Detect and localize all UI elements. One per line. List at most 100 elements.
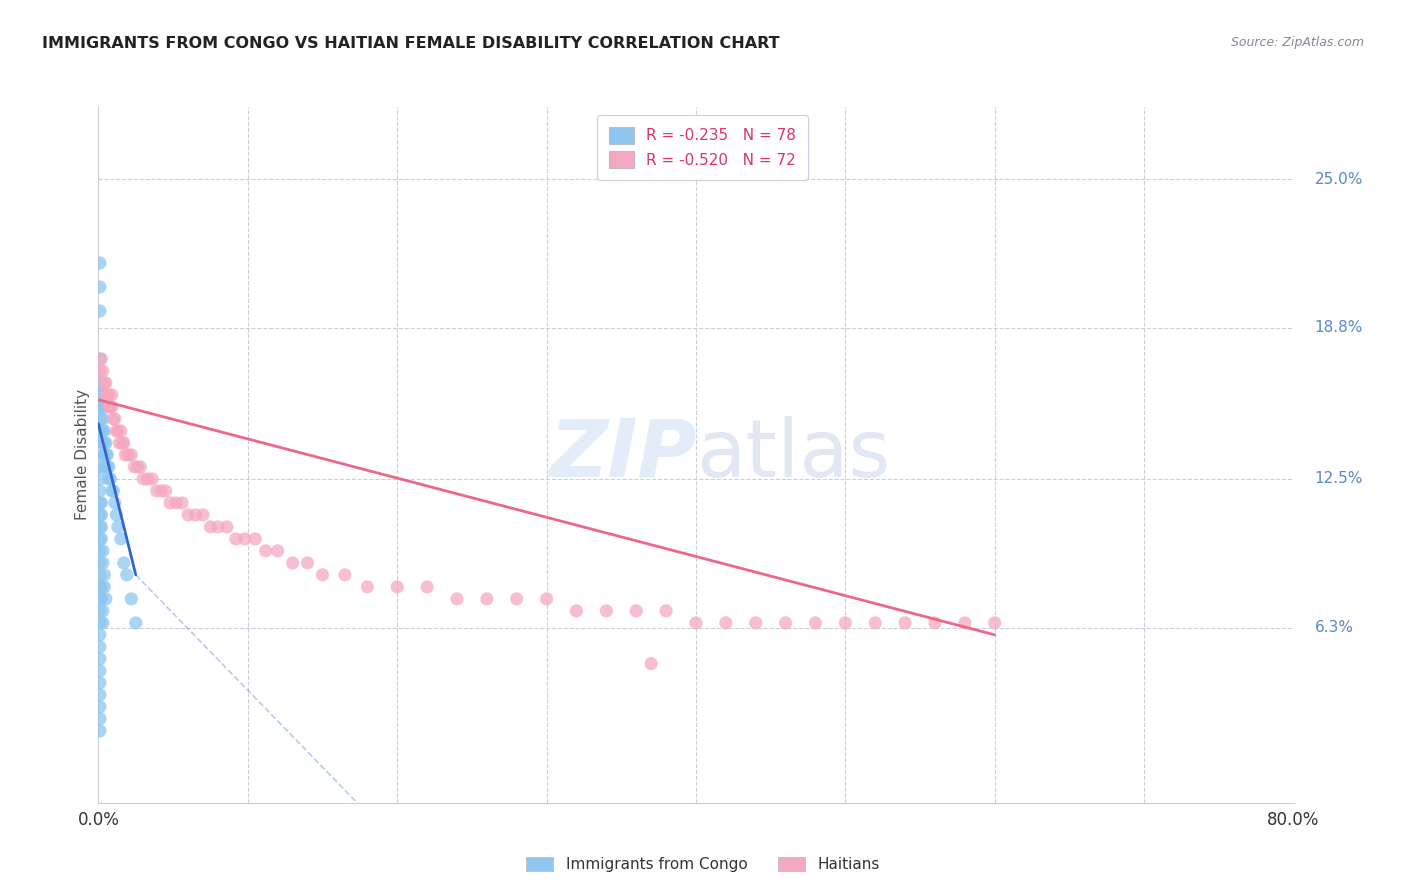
Point <box>745 615 768 630</box>
Point <box>245 532 267 546</box>
Text: 18.8%: 18.8% <box>1315 320 1362 335</box>
Point <box>91 436 114 450</box>
Point <box>475 591 498 606</box>
Point <box>89 652 111 666</box>
Point <box>655 604 678 618</box>
Point <box>104 412 127 426</box>
Point <box>894 615 917 630</box>
Point <box>90 412 112 426</box>
Point <box>89 567 111 582</box>
Point <box>97 472 120 486</box>
Point <box>225 532 247 546</box>
Point <box>89 544 111 558</box>
Point <box>506 591 529 606</box>
Point <box>91 400 114 414</box>
Point <box>89 604 111 618</box>
Point <box>91 544 114 558</box>
Point <box>96 448 118 462</box>
Point <box>89 400 111 414</box>
Point <box>89 472 111 486</box>
Legend: Immigrants from Congo, Haitians: Immigrants from Congo, Haitians <box>519 849 887 880</box>
Y-axis label: Female Disability: Female Disability <box>75 389 90 521</box>
Point <box>90 388 112 402</box>
Point <box>804 615 827 630</box>
Point <box>89 664 111 678</box>
Point <box>94 448 117 462</box>
Point <box>115 567 138 582</box>
Point <box>96 388 118 402</box>
Point <box>311 567 333 582</box>
Point <box>90 508 112 522</box>
Point <box>105 508 128 522</box>
Point <box>89 459 111 474</box>
Point <box>132 472 155 486</box>
Point <box>101 388 124 402</box>
Point <box>114 448 136 462</box>
Point <box>94 591 117 606</box>
Point <box>165 496 187 510</box>
Point <box>94 436 117 450</box>
Point <box>595 604 617 618</box>
Point <box>112 436 135 450</box>
Point <box>91 604 114 618</box>
Point <box>90 520 112 534</box>
Point <box>89 688 111 702</box>
Point <box>93 424 115 438</box>
Point <box>104 496 127 510</box>
Point <box>125 615 148 630</box>
Point <box>297 556 319 570</box>
Point <box>141 472 163 486</box>
Text: 6.3%: 6.3% <box>1315 620 1354 635</box>
Point <box>91 448 114 462</box>
Point <box>385 580 409 594</box>
Point <box>90 591 112 606</box>
Point <box>865 615 887 630</box>
Point <box>101 483 124 498</box>
Point <box>93 448 115 462</box>
Point <box>90 424 112 438</box>
Point <box>775 615 797 630</box>
Point <box>89 508 111 522</box>
Point <box>98 400 122 414</box>
Point <box>983 615 1005 630</box>
Point <box>89 364 111 378</box>
Point <box>640 657 662 671</box>
Point <box>177 508 200 522</box>
Point <box>91 412 114 426</box>
Point <box>89 591 111 606</box>
Point <box>90 376 112 390</box>
Point <box>93 459 115 474</box>
Point <box>93 376 115 390</box>
Point <box>124 459 146 474</box>
Legend: R = -0.235   N = 78, R = -0.520   N = 72: R = -0.235 N = 78, R = -0.520 N = 72 <box>598 115 808 180</box>
Point <box>110 424 132 438</box>
Point <box>129 459 152 474</box>
Point <box>105 424 128 438</box>
Point <box>91 424 114 438</box>
Point <box>89 388 111 402</box>
Point <box>96 459 118 474</box>
Point <box>90 532 112 546</box>
Point <box>110 532 132 546</box>
Point <box>94 376 117 390</box>
Point <box>356 580 378 594</box>
Point <box>90 436 112 450</box>
Point <box>89 424 111 438</box>
Point <box>89 640 111 654</box>
Point <box>120 591 142 606</box>
Point <box>685 615 707 630</box>
Text: ZIP: ZIP <box>548 416 696 494</box>
Point <box>89 580 111 594</box>
Point <box>89 628 111 642</box>
Point <box>108 436 131 450</box>
Point <box>89 376 111 390</box>
Point <box>333 567 356 582</box>
Point <box>93 580 115 594</box>
Point <box>89 556 111 570</box>
Point <box>97 459 120 474</box>
Point <box>191 508 214 522</box>
Text: atlas: atlas <box>696 416 890 494</box>
Point <box>101 400 124 414</box>
Point <box>94 388 117 402</box>
Point <box>834 615 856 630</box>
